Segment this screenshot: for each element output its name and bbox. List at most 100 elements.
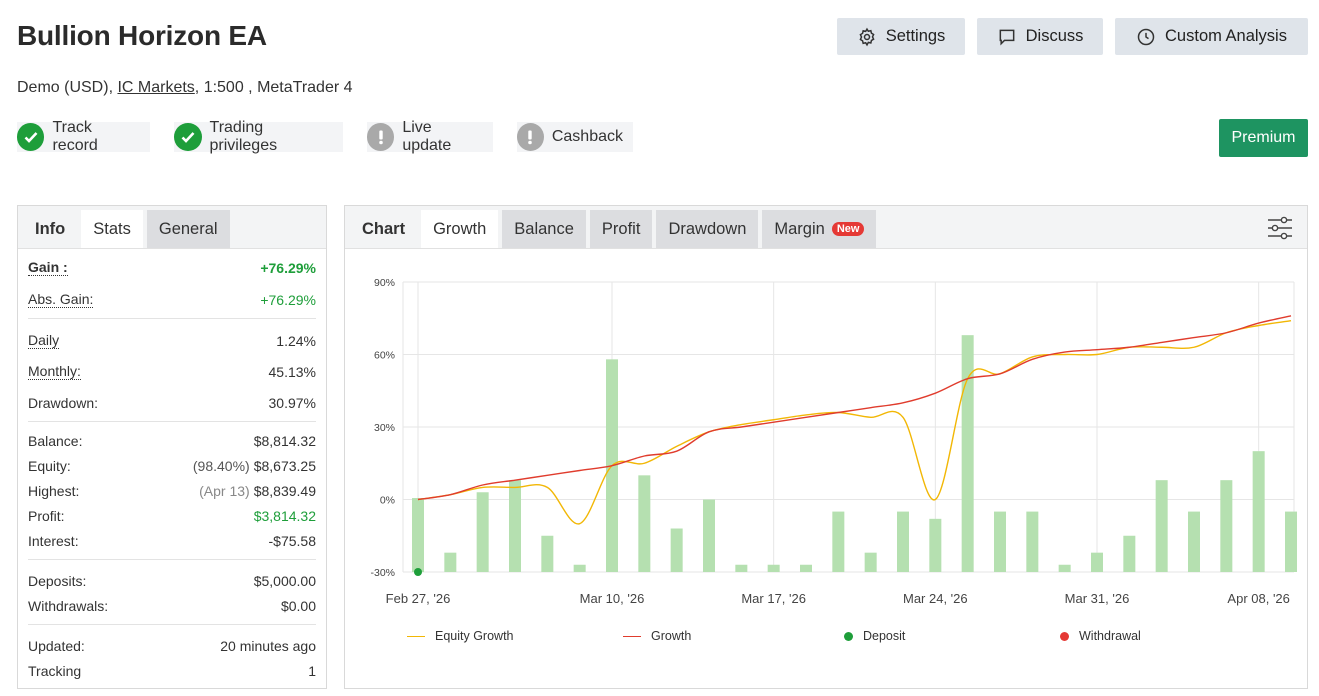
chart-bar [832,511,845,572]
stats-list: Gain : +76.29% Abs. Gain: +76.29% Daily 1.2… [18,249,326,683]
chart-bar [767,564,780,572]
tracking-value: 1 [308,662,316,679]
profit-label: Profit: [28,507,65,524]
clock-icon [1137,28,1155,45]
legend-growth[interactable]: Growth [623,629,691,643]
equity-value: $8,673.25 [253,457,316,474]
chart-bar [897,511,909,572]
x-tick-label: Mar 10, '26 [580,591,645,606]
deposit-point [414,568,422,576]
interest-label: Interest: [28,532,79,549]
badge-label: Cashback [551,128,623,145]
drawdown-value: 30.97% [268,394,316,411]
tab-growth[interactable]: Growth [421,210,499,248]
chart-bar [703,499,715,572]
gain-label[interactable]: Gain : [28,258,68,276]
legend-deposit[interactable]: Deposit [844,629,905,643]
abs-gain-value: +76.29% [260,291,316,308]
chart-bar [994,511,1006,572]
x-tick-label: Mar 24, '26 [903,591,968,606]
page-title: Bullion Horizon EA [17,20,267,51]
legend-withdrawal[interactable]: Withdrawal [1060,629,1141,643]
x-tick-label: Mar 31, '26 [1065,591,1130,606]
balance-label: Balance: [28,432,83,449]
discuss-label: Discuss [1025,27,1084,45]
equity-percent: (98.40%) [192,457,250,474]
tracking-label: Tracking [28,662,82,679]
daily-label[interactable]: Daily [28,331,60,349]
monthly-label[interactable]: Monthly: [28,362,81,380]
legend-label: Withdrawal [1079,629,1141,643]
growth-line [417,315,1292,501]
y-tick-label: 0% [380,495,395,507]
tab-balance[interactable]: Balance [502,210,586,248]
divider [28,559,316,560]
deposits-value: $5,000.00 [253,572,316,589]
chart-panel: Chart Growth Balance Profit Drawdown Mar… [344,205,1308,689]
badge-label: Live update [402,119,452,154]
tab-margin[interactable]: Margin New [762,210,877,248]
abs-gain-label[interactable]: Abs. Gain: [28,290,94,308]
badge-cashback: Cashback [517,122,633,152]
tab-chart[interactable]: Chart [362,219,406,238]
account-subtitle: Demo (USD), IC Markets, 1:500 , MetaTrad… [17,79,353,97]
filter-settings-icon[interactable] [1267,216,1293,240]
discuss-button[interactable]: Discuss [977,18,1103,55]
stat-balance: Balance: $8,814.32 [28,428,316,453]
drawdown-label: Drawdown: [28,394,99,411]
equity-label: Equity: [28,457,71,474]
legend-label: Growth [651,629,692,643]
exclamation-icon [367,123,395,151]
chart-bar [1155,480,1168,572]
x-tick-label: Feb 27, '26 [386,591,451,606]
tab-drawdown[interactable]: Drawdown [656,210,759,248]
stat-profit: Profit: $3,814.32 [28,503,316,528]
broker-link[interactable]: IC Markets [117,79,195,96]
y-tick-label: 60% [374,350,395,362]
legend-swatch [407,635,425,637]
stat-deposits: Deposits: $5,000.00 [28,568,316,593]
chart-bar [1220,480,1233,572]
chart-bar [1285,511,1297,572]
legend-label: Deposit [863,629,906,643]
custom-analysis-button[interactable]: Custom Analysis [1115,18,1308,55]
legend-swatch [844,631,853,641]
badge-label: Track record [52,119,98,154]
exclamation-icon [517,123,544,151]
stats-panel: Info Stats General Gain : +76.29% Abs. Ga… [17,205,327,689]
chart-bar [541,535,554,572]
interest-value: -$75.58 [268,532,316,549]
stat-interest: Interest: -$75.58 [28,528,316,553]
chart-bar [509,480,521,572]
divider [28,624,316,625]
legend-swatch [1060,631,1069,641]
balance-value: $8,814.32 [253,432,316,449]
stat-drawdown: Drawdown: 30.97% [28,390,316,415]
tab-profit[interactable]: Profit [589,210,653,248]
chart-bar [476,492,489,572]
chart-bar [735,564,748,572]
chart-bar [929,518,942,572]
stat-monthly: Monthly: 45.13% [28,359,316,384]
tab-info[interactable]: Info [35,219,66,238]
chart-bar [573,564,586,572]
tab-general[interactable]: General [146,210,230,248]
legend-label: Equity Growth [435,629,514,643]
chart-bar [412,498,424,572]
highest-date: (Apr 13) [199,482,250,499]
premium-button[interactable]: Premium [1219,119,1308,157]
divider [28,318,316,319]
settings-button[interactable]: Settings [837,18,965,55]
chart-bar [1058,564,1071,572]
account-type: Demo (USD), [17,79,118,96]
tab-stats[interactable]: Stats [81,210,143,248]
chart-bar [864,552,877,572]
chart-bar [1188,511,1200,572]
stats-tabs: Info Stats General [18,206,326,249]
divider [28,421,316,422]
x-tick-label: Mar 17, '26 [741,591,806,606]
stat-tracking: Tracking 1 [28,658,316,683]
legend-equity-growth[interactable]: Equity Growth [407,629,514,643]
equity-growth-line [417,319,1292,525]
stat-abs-gain: Abs. Gain: +76.29% [28,287,316,312]
